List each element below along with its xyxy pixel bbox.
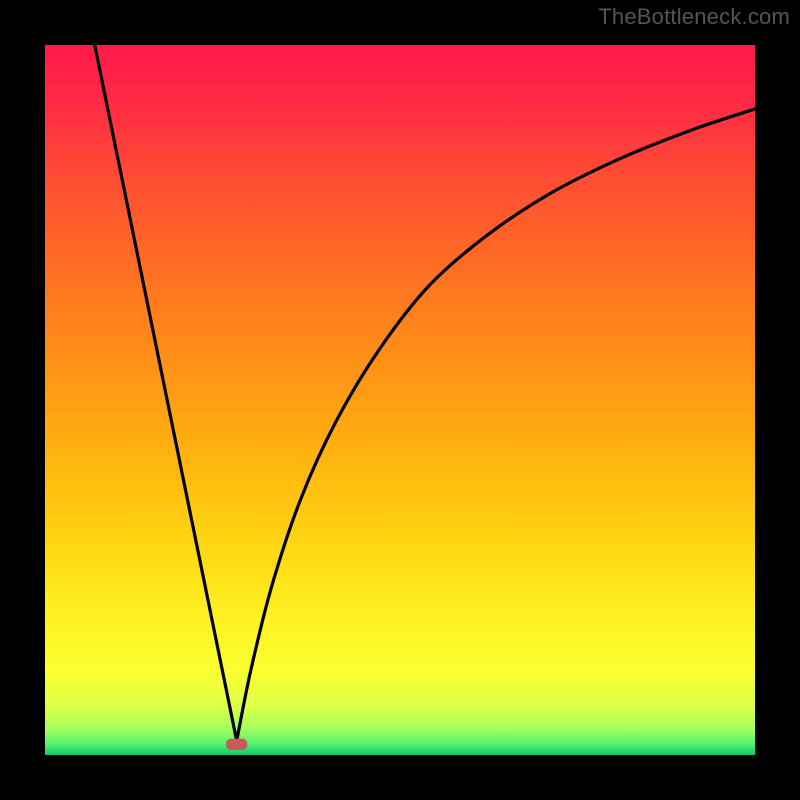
- chart-svg: [0, 0, 800, 800]
- minimum-marker: [226, 739, 247, 750]
- bottleneck-chart: TheBottleneck.com: [0, 0, 800, 800]
- watermark-text: TheBottleneck.com: [598, 4, 790, 30]
- plot-background: [45, 45, 755, 755]
